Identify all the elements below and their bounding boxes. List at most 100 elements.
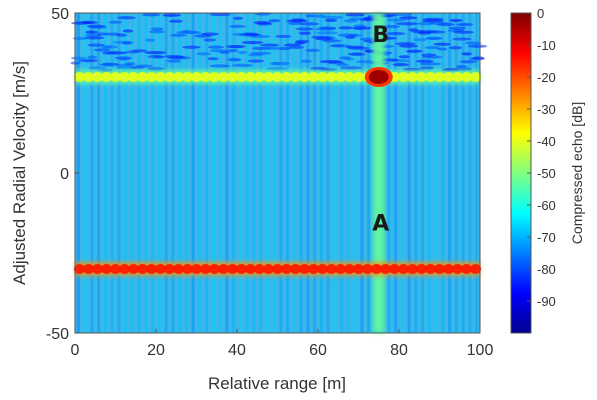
heatmap-streak bbox=[211, 13, 215, 333]
horizontal-band-cell bbox=[379, 264, 392, 274]
horizontal-band-cell bbox=[208, 264, 221, 274]
horizontal-band-cell bbox=[217, 264, 230, 274]
colorbar-ticks: 0 -10 -20 -30 -40 -50 -60 -70 -80 -90 bbox=[527, 6, 556, 309]
heatmap-speckle bbox=[420, 66, 435, 70]
heatmap-speckle bbox=[182, 45, 201, 49]
horizontal-band-cell bbox=[460, 72, 473, 82]
annotation-label: B bbox=[372, 23, 389, 48]
heatmap-streak bbox=[319, 13, 323, 333]
heatmap-speckle bbox=[226, 57, 240, 61]
horizontal-band-cell bbox=[415, 72, 428, 82]
colorbar-tick-label: -10 bbox=[537, 38, 556, 53]
horizontal-band-cell bbox=[82, 72, 95, 82]
heatmap-speckle bbox=[184, 30, 202, 35]
heatmap-streak bbox=[110, 13, 114, 333]
horizontal-band-cell bbox=[235, 72, 248, 82]
horizontal-band-cell bbox=[136, 72, 149, 82]
heatmap-speckle bbox=[265, 46, 282, 50]
heatmap-speckle bbox=[96, 32, 108, 36]
x-tick-label: 0 bbox=[71, 342, 80, 359]
horizontal-band-cell bbox=[262, 72, 275, 82]
heatmap-streak bbox=[272, 13, 276, 333]
heatmap-speckle bbox=[260, 43, 280, 47]
heatmap-speckle bbox=[355, 60, 378, 64]
x-axis-label: Relative range [m] bbox=[208, 374, 346, 393]
horizontal-band-cell bbox=[397, 72, 410, 82]
heatmap-speckle bbox=[144, 51, 167, 55]
heatmap-speckle bbox=[315, 27, 336, 31]
heatmap-streak bbox=[83, 13, 87, 333]
horizontal-band-cell bbox=[136, 264, 149, 274]
heatmap-speckle bbox=[253, 21, 272, 25]
horizontal-band-cell bbox=[226, 264, 239, 274]
heatmap-speckle bbox=[316, 31, 338, 35]
heatmap-speckle bbox=[396, 22, 418, 26]
horizontal-band-cell bbox=[307, 264, 320, 274]
heatmap-streak bbox=[434, 13, 438, 333]
heatmap-speckle bbox=[324, 18, 338, 22]
vertical-band bbox=[372, 13, 385, 333]
heatmap-streak bbox=[279, 13, 283, 333]
heatmap-speckle bbox=[225, 44, 246, 49]
horizontal-band-cell bbox=[289, 72, 302, 82]
colorbar-tick-label: 0 bbox=[537, 6, 544, 21]
horizontal-band-cell bbox=[442, 264, 455, 274]
heatmap-speckle bbox=[104, 45, 118, 49]
heatmap-speckle bbox=[196, 52, 211, 56]
annotation-label: A bbox=[372, 212, 389, 237]
heatmap-speckle bbox=[148, 67, 165, 71]
heatmap-speckle bbox=[286, 19, 308, 23]
heatmap-speckle bbox=[294, 41, 306, 45]
heatmap-speckle bbox=[379, 24, 401, 29]
heatmap-speckle bbox=[226, 48, 239, 53]
horizontal-band-cell bbox=[397, 264, 410, 274]
y-tick-label: -50 bbox=[46, 326, 69, 343]
heatmap-streak bbox=[286, 13, 290, 333]
heatmap-speckle bbox=[406, 49, 423, 53]
horizontal-band-cell bbox=[469, 72, 482, 82]
heatmap-speckle bbox=[72, 36, 89, 40]
horizontal-band-cell bbox=[82, 264, 95, 274]
heatmap-speckle bbox=[122, 29, 134, 33]
heatmap-speckle bbox=[310, 67, 328, 71]
heatmap-speckle bbox=[166, 59, 181, 63]
heatmap-speckle bbox=[433, 42, 451, 46]
heatmap-speckle bbox=[232, 32, 246, 37]
heatmap-speckle bbox=[380, 58, 399, 62]
heatmap-speckle bbox=[269, 61, 281, 66]
heatmap-speckle bbox=[353, 24, 367, 28]
heatmap-speckle bbox=[84, 36, 105, 40]
heatmap-streak bbox=[340, 13, 344, 333]
heatmap-streak bbox=[151, 13, 155, 333]
heatmap-speckle bbox=[94, 48, 111, 52]
heatmap-streak bbox=[306, 13, 310, 333]
horizontal-band-cell bbox=[244, 72, 257, 82]
heatmap-speckle bbox=[88, 66, 107, 70]
heatmap-speckle bbox=[343, 57, 355, 61]
horizontal-band-cell bbox=[91, 264, 104, 274]
heatmap-streak bbox=[130, 13, 134, 333]
horizontal-band-cell bbox=[91, 72, 104, 82]
point-target bbox=[368, 70, 389, 84]
horizontal-band-cell bbox=[406, 72, 419, 82]
heatmap-speckle bbox=[398, 44, 419, 48]
heatmap-speckle bbox=[459, 60, 477, 64]
heatmap-streak bbox=[157, 13, 161, 333]
horizontal-band-cell bbox=[352, 72, 365, 82]
horizontal-band-cell bbox=[199, 264, 212, 274]
heatmap-streak bbox=[313, 13, 317, 333]
y-axis-label: Adjusted Radial Velocity [m/s] bbox=[10, 61, 29, 285]
colorbar-tick-label: -20 bbox=[537, 70, 556, 85]
heatmap-speckle bbox=[344, 19, 358, 23]
heatmap-speckle bbox=[122, 41, 133, 45]
horizontal-band-cell bbox=[442, 72, 455, 82]
heatmap-speckle bbox=[385, 31, 406, 36]
horizontal-band-cell bbox=[172, 264, 185, 274]
heatmap-speckle bbox=[85, 30, 98, 34]
heatmap-speckle bbox=[247, 59, 265, 63]
horizontal-band-cell bbox=[109, 72, 122, 82]
heatmap-streak bbox=[252, 13, 256, 333]
heatmap-speckle bbox=[419, 62, 441, 66]
heatmap-streak bbox=[299, 13, 303, 333]
